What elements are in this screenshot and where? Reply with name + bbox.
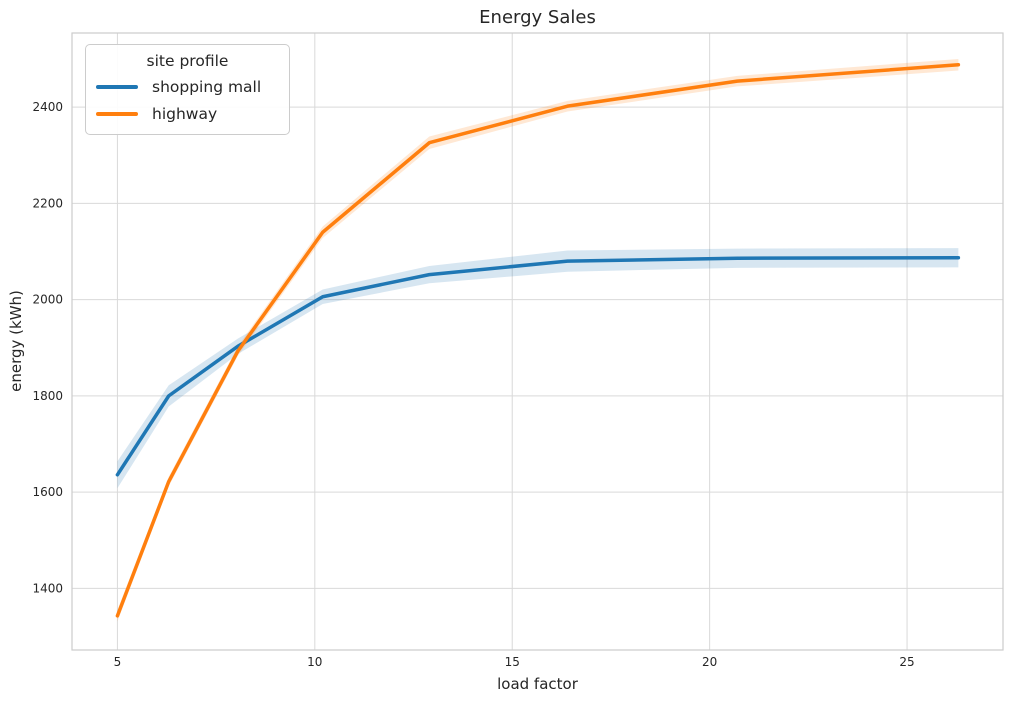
x-axis-label: load factor — [497, 675, 578, 693]
legend-item-highway: highway — [96, 103, 279, 125]
x-tick-label: 20 — [702, 655, 717, 669]
x-tick-label: 25 — [899, 655, 914, 669]
legend-item-shopping-mall: shopping mall — [96, 76, 279, 98]
y-tick-label: 2200 — [32, 196, 63, 210]
x-tick-label: 5 — [114, 655, 122, 669]
chart-title: Energy Sales — [479, 7, 596, 28]
y-tick-label: 1400 — [32, 581, 63, 595]
shopping-mall-line — [115, 256, 961, 477]
legend-label: shopping mall — [152, 78, 262, 96]
plot-frame — [71, 32, 1004, 651]
shopping-mall-line-swatch — [96, 85, 138, 89]
y-tick-label: 2400 — [32, 100, 63, 114]
x-tick-label: 15 — [505, 655, 520, 669]
y-tick-label: 1800 — [32, 389, 63, 403]
highway-line-swatch — [96, 112, 138, 116]
highway-line — [115, 63, 961, 618]
shopping-mall-ci-band — [117, 248, 959, 489]
y-tick-label: 2000 — [32, 293, 63, 307]
legend-title: site profile — [146, 52, 229, 70]
y-tick-label: 1600 — [32, 485, 63, 499]
legend-label: highway — [152, 105, 218, 123]
x-tick-label: 10 — [307, 655, 322, 669]
legend: site profile shopping mall highway — [85, 44, 290, 135]
